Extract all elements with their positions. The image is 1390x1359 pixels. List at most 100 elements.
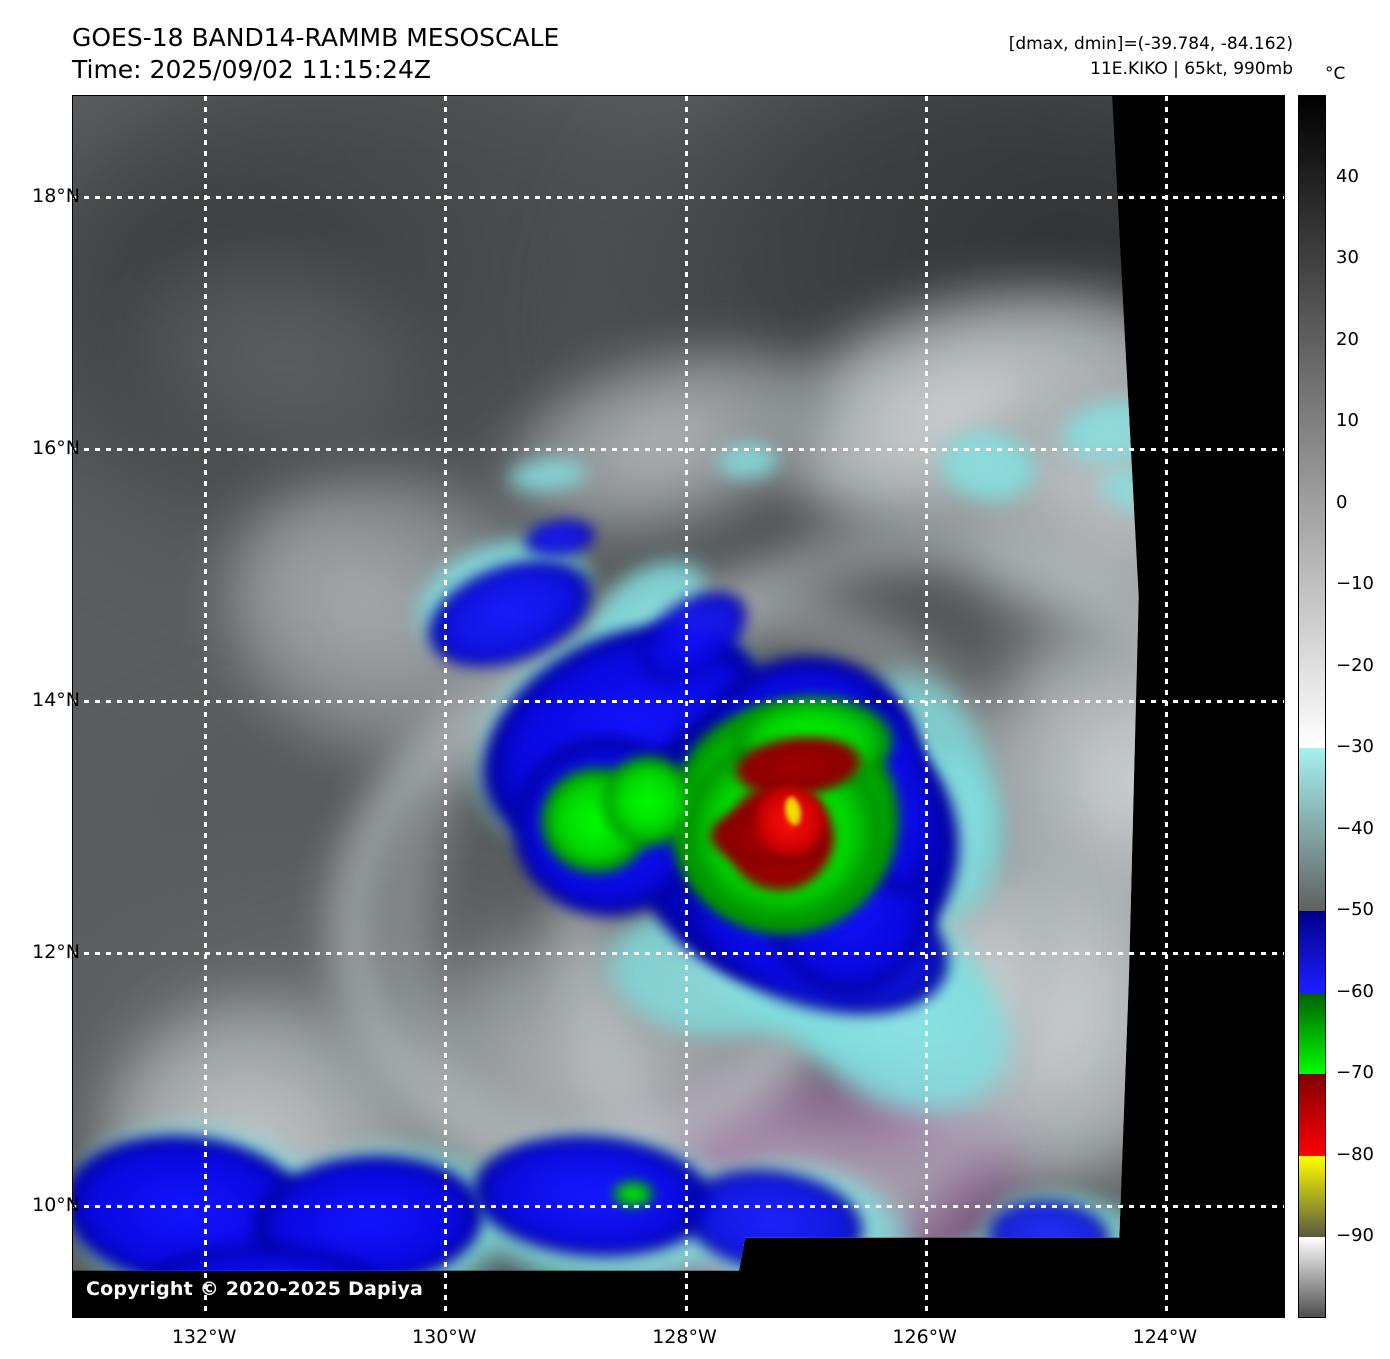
lon-tick-label: 132°W xyxy=(171,1326,237,1348)
colorbar-tick-label: 30 xyxy=(1336,247,1359,269)
cloud-feature xyxy=(711,438,785,484)
gridline-lat xyxy=(73,952,1284,956)
lon-tick-label: 130°W xyxy=(412,1326,477,1348)
cloud-feature xyxy=(856,731,1020,941)
cloud-feature xyxy=(885,1210,1131,1271)
cloud-feature xyxy=(733,696,893,786)
cloud-feature xyxy=(560,530,736,692)
cloud-feature xyxy=(725,782,835,892)
colorbar-segment xyxy=(1299,911,1325,993)
cloud-feature xyxy=(956,600,1139,962)
lat-tick-label: 10°N xyxy=(32,1193,80,1216)
gridline-lat xyxy=(73,1204,1284,1208)
gridline-lon xyxy=(684,96,688,1317)
cloud-feature xyxy=(513,736,703,916)
cloud-feature xyxy=(389,508,617,684)
page-title: GOES-18 BAND14-RAMMB MESOSCALE xyxy=(72,23,560,52)
cloud-feature xyxy=(613,1181,653,1207)
colorbar-tick-label: −60 xyxy=(1336,980,1374,1002)
lon-tick-label: 126°W xyxy=(892,1326,957,1348)
cloud-feature xyxy=(926,417,1050,515)
colorbar-tick-label: 0 xyxy=(1336,491,1348,513)
colorbar-tick-label: −80 xyxy=(1336,1143,1374,1165)
cloud-feature xyxy=(501,451,595,499)
cloud-feature xyxy=(661,1135,935,1271)
plot-inner xyxy=(73,96,1284,1317)
cloud-feature xyxy=(743,876,1063,1166)
temperature-colorbar[interactable] xyxy=(1298,95,1326,1318)
colorbar-unit-label: °C xyxy=(1325,64,1346,84)
colorbar-tick-label: 10 xyxy=(1336,410,1359,432)
colorbar-segment xyxy=(1299,1074,1325,1156)
cloud-feature xyxy=(656,816,970,1046)
colorbar-tick-label: 20 xyxy=(1336,328,1359,350)
cloud-feature xyxy=(593,796,1139,1271)
cloud-feature xyxy=(596,1049,1030,1271)
gridline-lat xyxy=(73,700,1284,704)
cloud-feature xyxy=(469,1127,717,1265)
cloud-feature xyxy=(485,313,851,569)
cloud-feature xyxy=(676,1158,870,1271)
header-metadata-block: [dmax, dmin]=(-39.784, -84.162) 11E.KIKO… xyxy=(1009,32,1293,82)
cloud-feature xyxy=(73,736,893,1271)
colorbar-tick-label: −20 xyxy=(1336,654,1374,676)
cloud-feature xyxy=(707,803,831,873)
cloud-feature xyxy=(1048,387,1139,475)
colorbar-segment xyxy=(1299,748,1325,912)
storm-info-label: 11E.KIKO | 65kt, 990mb xyxy=(1090,59,1293,79)
cloud-feature xyxy=(759,793,937,999)
cloud-feature xyxy=(753,253,1139,569)
cloud-feature xyxy=(73,1123,321,1271)
cloud-feature xyxy=(669,704,899,934)
lat-tick-label: 12°N xyxy=(32,941,80,964)
cloud-feature xyxy=(1130,341,1139,411)
cloud-feature xyxy=(416,551,816,911)
cloud-feature xyxy=(75,964,461,1271)
colorbar-tick-label: 40 xyxy=(1336,165,1359,187)
colorbar-tick-label: −40 xyxy=(1336,817,1374,839)
timestamp-label: Time: 2025/09/02 11:15:24Z xyxy=(72,55,431,84)
copyright-label: Copyright © 2020-2025 Dapiya xyxy=(86,1278,424,1300)
cloud-feature xyxy=(446,580,804,892)
cloud-feature xyxy=(610,674,978,1008)
colorbar-tick-label: −30 xyxy=(1336,736,1374,758)
satellite-image-plot[interactable] xyxy=(72,95,1285,1318)
colorbar-segment xyxy=(1299,96,1325,749)
cloud-feature xyxy=(967,1176,1139,1271)
cloud-feature xyxy=(307,510,1139,1271)
colorbar-segment xyxy=(1299,1155,1325,1238)
cloud-feature xyxy=(380,881,846,1251)
lat-tick-label: 18°N xyxy=(32,184,80,207)
colorbar-tick-label: −70 xyxy=(1336,1062,1374,1084)
cloud-feature xyxy=(130,1220,456,1271)
gridline-lon xyxy=(444,96,448,1317)
lat-tick-label: 14°N xyxy=(32,689,80,712)
cloud-feature xyxy=(936,363,1139,669)
cloud-feature xyxy=(522,515,598,561)
gridline-lon xyxy=(1164,96,1168,1317)
cloud-feature xyxy=(826,689,950,903)
lon-tick-label: 124°W xyxy=(1132,1326,1198,1348)
cloud-feature xyxy=(807,641,1029,931)
gridline-lon xyxy=(204,96,208,1317)
colorbar-segment xyxy=(1299,992,1325,1075)
cloud-feature xyxy=(730,729,866,803)
cloud-feature xyxy=(647,805,1029,1117)
cloud-feature xyxy=(413,539,607,688)
colorbar-tick-label: −10 xyxy=(1336,573,1374,595)
cloud-feature xyxy=(585,883,841,1059)
gridline-lon xyxy=(924,96,928,1317)
cloud-feature xyxy=(248,1148,488,1271)
cloud-feature xyxy=(541,768,651,873)
cloud-feature xyxy=(447,1115,759,1271)
colorbar-segment xyxy=(1299,1237,1325,1317)
header-title-block: GOES-18 BAND14-RAMMB MESOSCALE Time: 202… xyxy=(72,22,559,86)
cloud-feature xyxy=(613,96,1139,596)
cloud-feature xyxy=(791,805,1139,1237)
data-range-label: [dmax, dmin]=(-39.784, -84.162) xyxy=(1008,34,1293,54)
cloud-feature xyxy=(182,422,604,810)
gridline-lat xyxy=(73,195,1284,199)
cloud-feature xyxy=(623,573,763,699)
gridline-lat xyxy=(73,448,1284,452)
cloud-feature xyxy=(986,1196,1112,1271)
